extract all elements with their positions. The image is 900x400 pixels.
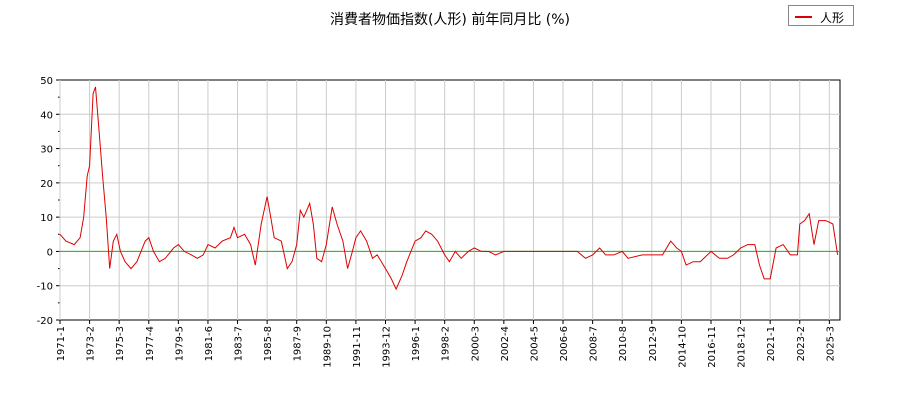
- x-tick-label: 2004-5: [529, 326, 540, 361]
- x-tick-label: 1973-2: [86, 326, 97, 361]
- x-tick-label: 1989-10: [322, 326, 333, 368]
- x-tick-label: 2010-8: [618, 326, 629, 361]
- legend-label: 人形: [820, 11, 845, 25]
- x-tick-label: 2025-3: [825, 326, 836, 361]
- x-tick-label: 2021-1: [766, 326, 777, 361]
- x-tick-label: 2012-9: [648, 326, 659, 361]
- y-tick-label: -20: [37, 316, 53, 327]
- x-tick-label: 1985-8: [263, 326, 274, 361]
- y-tick-label: 0: [47, 247, 53, 258]
- series-line-人形: [59, 86, 839, 291]
- x-tick-label: 1975-3: [115, 326, 126, 361]
- x-tick-label: 1981-6: [204, 326, 215, 361]
- x-tick-label: 2014-10: [677, 326, 688, 368]
- legend-swatch: [795, 16, 812, 18]
- x-tick-label: 2000-3: [470, 326, 481, 361]
- x-tick-label: 2002-4: [500, 326, 511, 361]
- x-tick-label: 1987-9: [293, 326, 304, 361]
- legend: 人形: [788, 5, 854, 26]
- x-tick-label: 2016-11: [707, 326, 718, 368]
- x-tick-label: 1983-7: [234, 326, 245, 361]
- plot-frame: [59, 79, 841, 321]
- x-tick-label: 1979-5: [174, 326, 185, 361]
- y-tick-label: 10: [40, 213, 53, 224]
- chart-title: 消費者物価指数(人形) 前年同月比 (%): [329, 12, 571, 28]
- y-tick-label: 40: [40, 110, 53, 121]
- x-tick-label: 1993-12: [381, 326, 392, 368]
- x-tick-label: 1996-1: [411, 326, 422, 361]
- x-tick-label: 2023-2: [796, 326, 807, 361]
- x-tick-label: 1991-11: [352, 326, 363, 368]
- y-tick-label: 50: [40, 76, 53, 87]
- x-tick-label: 1977-4: [145, 326, 156, 361]
- y-tick-label: -10: [37, 282, 53, 293]
- y-tick-label: 20: [40, 179, 53, 190]
- x-tick-label: 1971-1: [56, 326, 67, 361]
- x-tick-label: 2018-12: [737, 326, 748, 368]
- x-tick-label: 1998-2: [441, 326, 452, 361]
- y-tick-label: 30: [40, 145, 53, 156]
- x-tick-label: 2008-7: [589, 326, 600, 361]
- x-tick-label: 2006-6: [559, 326, 570, 361]
